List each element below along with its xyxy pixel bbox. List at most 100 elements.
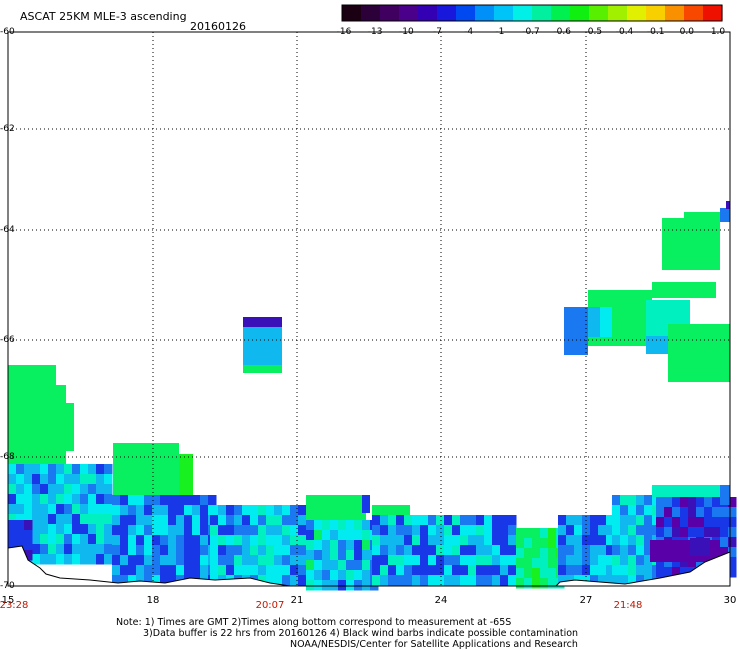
wind-cell [128,505,137,516]
wind-cell [306,540,315,551]
wind-cell [484,525,493,536]
wind-cell [380,525,389,536]
wind-cell [176,495,185,506]
wind-cell [266,525,275,536]
wind-cell [388,535,397,546]
wind-cell [66,403,74,451]
wind-cell [380,565,389,576]
wind-cell [656,517,665,528]
wind-cell [200,525,209,536]
wind-cell [48,554,57,565]
wind-cell [306,560,315,571]
wind-cell [404,565,413,576]
wind-cell [452,515,461,526]
wind-cell [112,575,121,586]
wind-cell [200,565,209,576]
wind-cell [354,560,363,571]
wind-cell [80,514,89,525]
wind-cell [662,218,720,270]
wind-cell [40,544,49,555]
wind-cell [628,495,637,506]
wind-cell [664,527,673,538]
wind-cell [160,505,169,516]
wind-cell [620,555,629,566]
wind-cell [120,565,129,576]
wind-cell [720,527,729,538]
wind-cell [612,575,621,586]
lon-label-15: 15 [1,595,15,606]
wind-cell [388,575,397,586]
wind-cell [330,580,339,591]
wind-cell [460,555,469,566]
wind-cell [598,535,607,546]
colorbar-swatch [513,5,533,21]
wind-cell [192,495,201,506]
coastline-west [7,545,291,587]
wind-cell [120,555,129,566]
wind-cell [322,530,331,541]
wind-cell [24,550,33,561]
wind-cell [540,528,549,539]
wind-cell [136,495,145,506]
wind-cell [452,565,461,576]
wind-cell [396,525,405,536]
wind-cell [606,565,615,576]
wind-cell [72,554,81,565]
wind-cell [436,535,445,546]
map-title: ASCAT 25KM MLE-3 ascending [20,10,187,23]
wind-cell [226,515,235,526]
wind-cell [184,535,193,546]
wind-cell [476,515,485,526]
wind-cell [656,527,665,538]
wind-cell [136,545,145,556]
wind-cell [428,575,437,586]
wind-cell [274,525,283,536]
wind-cell [720,485,730,505]
wind-cell [176,555,185,566]
wind-cell [282,565,291,576]
wind-cell [242,515,251,526]
wind-cell [8,540,17,551]
wind-cell [728,497,737,508]
wind-cell [72,534,81,545]
wind-cell [144,575,153,586]
note-line-3: NOAA/NESDIS/Center for Satellite Applica… [290,639,578,650]
wind-cell [588,307,602,337]
wind-cell [548,528,557,539]
wind-cell [500,565,509,576]
wind-cell [620,545,629,556]
wind-cell [120,495,129,506]
wind-cell [372,535,381,546]
wind-cell [362,580,371,591]
wind-cell [200,535,209,546]
wind-cell [690,538,710,556]
lat-lon-grid [8,32,730,586]
wind-cell [243,365,282,373]
wind-cell [250,505,259,516]
wind-cell [218,525,227,536]
wind-cell [396,555,405,566]
wind-cell [80,534,89,545]
wind-cell [412,515,421,526]
wind-cell [372,575,381,586]
wind-cell [412,575,421,586]
wind-cell [96,474,105,485]
wind-cell [574,555,583,566]
wind-cell [672,557,681,568]
wind-cell [598,565,607,576]
wind-cell [704,517,713,528]
wind-cell [64,474,73,485]
wind-cell [688,497,697,508]
wind-cell [298,565,307,576]
wind-cell [210,545,219,556]
wind-cell [540,558,549,569]
wind-cell [404,555,413,566]
wind-cell [258,525,267,536]
wind-cell [72,484,81,495]
wind-cell [80,494,89,505]
wind-cell [16,504,25,515]
wind-cell [184,525,193,536]
wind-cell [210,525,219,536]
wind-cell [420,525,429,536]
colorbar-tick-label: -0.7 [522,27,540,37]
